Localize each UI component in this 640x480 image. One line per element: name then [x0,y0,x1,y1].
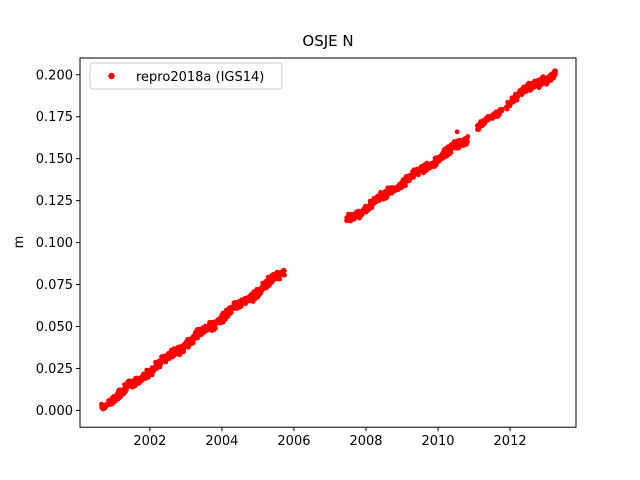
data-point [465,134,471,139]
chart-title: OSJE N [302,32,353,50]
legend: repro2018a (IGS14) [89,62,283,90]
data-point [213,325,219,331]
data-point [228,310,234,315]
y-tick-label: 0.175 [36,110,73,125]
y-tick-label: 0.050 [36,320,73,335]
x-tick-label: 2012 [494,434,527,449]
y-tick-label: 0.100 [36,236,73,251]
generated-plot-content: 2002 2004 2006 2008 2010 2012 0.000 0.025 0.050 0… [36,68,558,449]
data-point [282,272,287,278]
x-tick-label: 2008 [349,434,382,449]
data-point [282,268,287,274]
y-tick-label: 0.125 [36,194,73,209]
x-tick-label: 2006 [277,434,310,449]
data-point [116,395,122,401]
data-point [540,74,546,79]
x-tick-label: 2010 [421,434,454,449]
legend-box [89,62,283,90]
data-point [504,106,510,112]
y-tick-label: 0.200 [36,68,73,83]
legend-label: repro2018a (IGS14) [136,70,264,85]
y-tick-label: 0.025 [36,362,73,377]
y-tick-label: 0.150 [36,152,73,167]
legend-marker-icon [108,72,115,80]
data-point [277,276,283,282]
y-axis-label: m [12,236,27,249]
x-tick-label: 2002 [133,434,166,449]
x-tick-label: 2004 [205,434,238,449]
data-point [454,129,460,135]
y-tick-label: 0.075 [36,278,73,293]
scatter-points [99,68,558,412]
data-point [499,107,505,113]
y-tick-label: 0.000 [36,404,73,419]
data-point [448,148,454,154]
data-point [553,68,558,74]
data-point [416,172,421,178]
data-point [163,359,169,365]
data-point [181,347,187,353]
data-point [403,183,408,189]
data-point [465,139,470,145]
